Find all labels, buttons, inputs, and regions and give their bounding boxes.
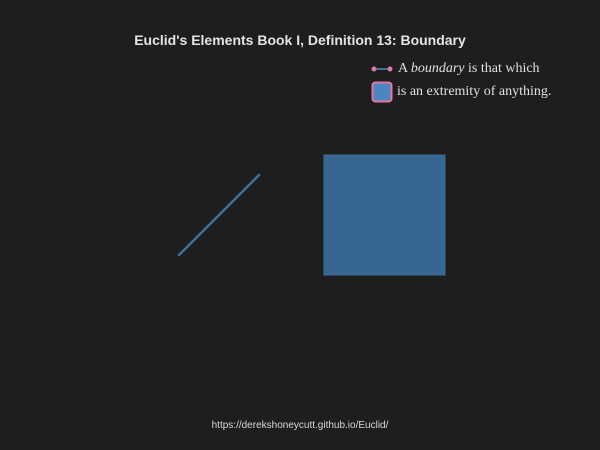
line-segment bbox=[177, 173, 261, 257]
segment-legend-icon bbox=[371, 66, 393, 72]
footer-url: https://derekshoneycutt.github.io/Euclid… bbox=[211, 420, 389, 431]
square-figure bbox=[323, 154, 446, 276]
page-title: Euclid's Elements Book I, Definition 13:… bbox=[134, 32, 466, 48]
legend-boundary-row: A boundary is that which bbox=[371, 60, 540, 78]
square-legend-icon bbox=[371, 81, 393, 103]
legend-text-2: is an extremity of anything. bbox=[397, 84, 552, 99]
boundary-term: boundary bbox=[410, 61, 465, 76]
legend-extremity-row: is an extremity of anything. bbox=[371, 81, 551, 103]
legend-text-1: A boundary is that which bbox=[398, 61, 540, 76]
